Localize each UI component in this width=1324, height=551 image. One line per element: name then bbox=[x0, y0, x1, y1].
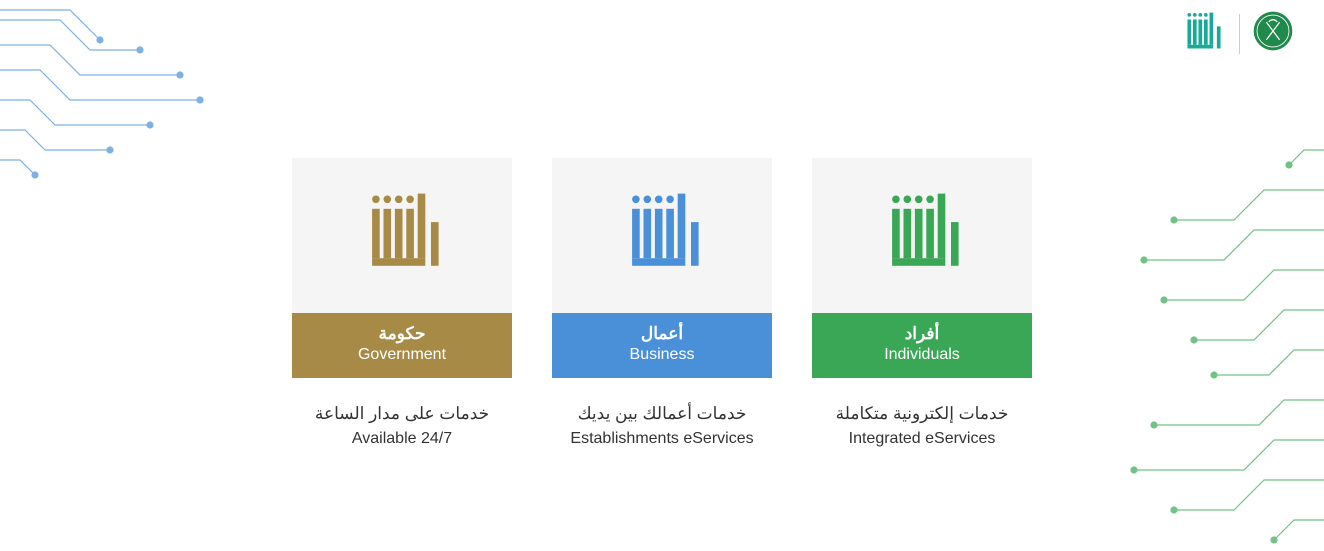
logo-divider bbox=[1239, 14, 1240, 54]
absher-individuals-icon bbox=[875, 186, 970, 286]
card-individuals-icon-area bbox=[812, 158, 1032, 313]
card-business-subtitle: خدمات أعمالك بين يديك Establishments eSe… bbox=[570, 400, 753, 451]
card-government-subtitle: خدمات على مدار الساعة Available 24/7 bbox=[315, 400, 489, 451]
card-individuals-label-ar: أفراد bbox=[812, 323, 1032, 345]
card-individuals-sub-en: Integrated eServices bbox=[836, 427, 1009, 451]
card-business-label: أعمال Business bbox=[552, 313, 772, 378]
absher-government-icon bbox=[355, 186, 450, 286]
header-logos bbox=[1181, 10, 1294, 57]
card-government-label-en: Government bbox=[292, 345, 512, 366]
card-government-label-ar: حكومة bbox=[292, 323, 512, 345]
service-cards-row: حكومة Government خدمات على مدار الساعة A… bbox=[292, 158, 1032, 451]
circuit-bg-left bbox=[0, 0, 280, 551]
card-individuals-label: أفراد Individuals bbox=[812, 313, 1032, 378]
card-individuals-subtitle: خدمات إلكترونية متكاملة Integrated eServ… bbox=[836, 400, 1009, 451]
card-business-icon-area bbox=[552, 158, 772, 313]
card-business[interactable]: أعمال Business خدمات أعمالك بين يديك Est… bbox=[552, 158, 772, 451]
card-government-label: حكومة Government bbox=[292, 313, 512, 378]
card-individuals-label-en: Individuals bbox=[812, 345, 1032, 366]
circuit-bg-right bbox=[1044, 0, 1324, 551]
card-business-sub-ar: خدمات أعمالك بين يديك bbox=[570, 400, 753, 427]
absher-logo-icon bbox=[1181, 10, 1227, 57]
absher-business-icon bbox=[615, 186, 710, 286]
card-business-sub-en: Establishments eServices bbox=[570, 427, 753, 451]
card-business-label-ar: أعمال bbox=[552, 323, 772, 345]
card-government-icon-area bbox=[292, 158, 512, 313]
card-government-sub-en: Available 24/7 bbox=[315, 427, 489, 451]
card-government-sub-ar: خدمات على مدار الساعة bbox=[315, 400, 489, 427]
card-individuals-sub-ar: خدمات إلكترونية متكاملة bbox=[836, 400, 1009, 427]
moi-emblem-icon bbox=[1252, 10, 1294, 57]
card-business-label-en: Business bbox=[552, 345, 772, 366]
card-individuals[interactable]: أفراد Individuals خدمات إلكترونية متكامل… bbox=[812, 158, 1032, 451]
card-government[interactable]: حكومة Government خدمات على مدار الساعة A… bbox=[292, 158, 512, 451]
